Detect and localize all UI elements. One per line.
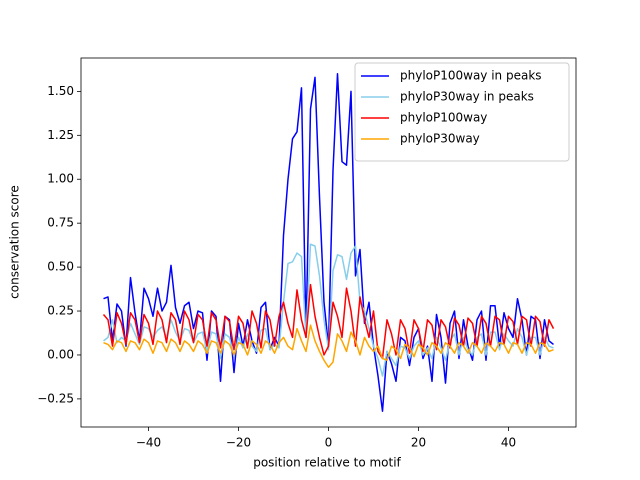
y-tick-label: 1.50: [47, 84, 74, 98]
x-tick-label: 40: [501, 436, 516, 450]
x-tick-label: 20: [411, 436, 426, 450]
y-tick-label: 0.25: [47, 304, 74, 318]
line-series: [102, 283, 555, 360]
y-axis-label: conservation score: [8, 185, 22, 299]
plot-frame: [80, 57, 577, 428]
legend-label: phyloP30way: [400, 132, 480, 146]
legend-box: [354, 62, 570, 162]
y-tick-label: 0.75: [47, 216, 74, 230]
y-tick-label: −0.25: [37, 391, 74, 405]
x-axis-label: position relative to motif: [253, 456, 401, 470]
y-tick-label: 0.50: [47, 260, 74, 274]
legend-label: phyloP100way in peaks: [400, 69, 542, 83]
x-tick-label: −40: [136, 436, 161, 450]
x-tick-label: 0: [325, 436, 333, 450]
y-tick-label: 0.00: [47, 347, 74, 361]
x-tick-label: −20: [226, 436, 251, 450]
line-series: [103, 324, 554, 369]
y-tick-label: 1.25: [47, 128, 74, 142]
y-tick-label: 1.00: [47, 172, 74, 186]
legend-label: phyloP100way: [400, 111, 487, 125]
legend-label: phyloP30way in peaks: [400, 90, 534, 104]
